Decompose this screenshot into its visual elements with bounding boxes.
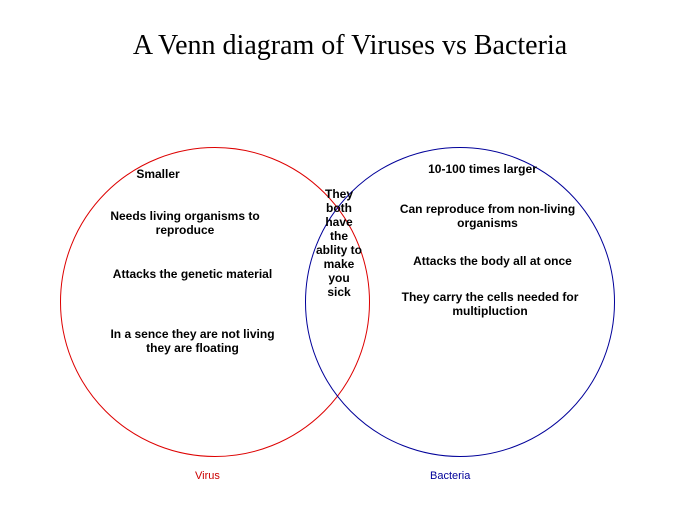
- bacteria-item-0: 10-100 times larger: [395, 162, 570, 176]
- overlap-item-0: They both have the ablity to make you si…: [315, 187, 363, 299]
- virus-label: Virus: [195, 470, 220, 482]
- bacteria-item-1: Can reproduce from non-living organisms: [380, 202, 595, 230]
- diagram-title: A Venn diagram of Viruses vs Bacteria: [0, 0, 700, 62]
- bacteria-item-3: They carry the cells needed for multiplu…: [380, 290, 600, 318]
- virus-item-3: In a sence they are not living they are …: [105, 327, 280, 355]
- bacteria-item-2: Attacks the body all at once: [395, 254, 590, 268]
- virus-item-0: Smaller: [118, 167, 198, 181]
- virus-item-2: Attacks the genetic material: [95, 267, 290, 281]
- venn-diagram: Virus Bacteria Smaller Needs living organ…: [0, 82, 700, 532]
- bacteria-label: Bacteria: [430, 470, 470, 482]
- virus-item-1: Needs living organisms to reproduce: [90, 209, 280, 237]
